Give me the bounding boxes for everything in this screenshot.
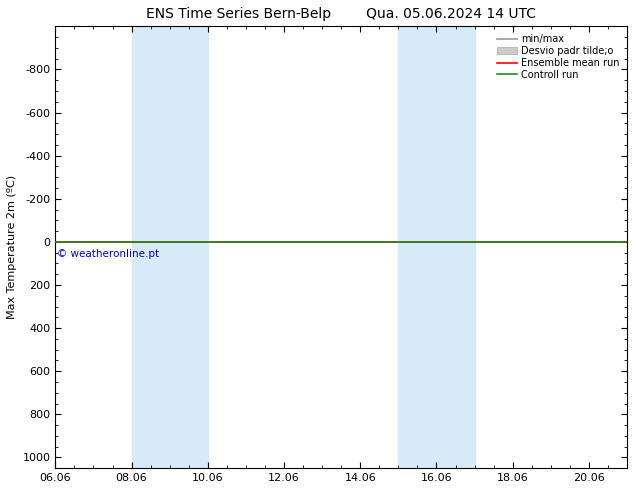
Bar (132, 26, 208, 468)
Title: ENS Time Series Bern-Belp        Qua. 05.06.2024 14 UTC: ENS Time Series Bern-Belp Qua. 05.06.202… (146, 7, 536, 21)
Legend: min/max, Desvio padr tilde;o, Ensemble mean run, Controll run: min/max, Desvio padr tilde;o, Ensemble m… (495, 31, 622, 83)
Y-axis label: Max Temperature 2m (ºC): Max Temperature 2m (ºC) (7, 175, 17, 319)
Bar (398, 26, 475, 468)
Text: © weatheronline.pt: © weatheronline.pt (57, 249, 159, 259)
